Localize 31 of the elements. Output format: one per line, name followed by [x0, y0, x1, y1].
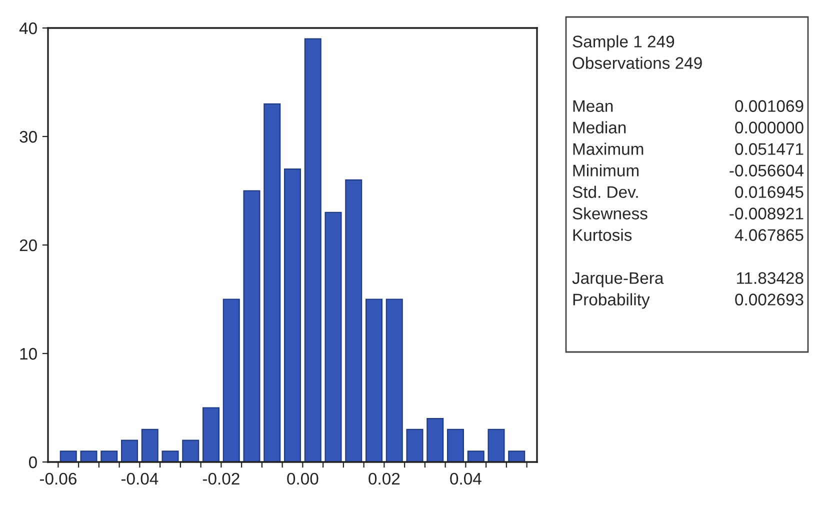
- text: Kurtosis: [573, 228, 632, 241]
- y-tick-label: 0: [28, 456, 37, 468]
- text: 0.001069: [735, 100, 804, 112]
- x-tick-label: -0.04: [121, 472, 158, 485]
- text: Std. Dev.: [572, 186, 638, 198]
- text: Sample 1 249: [572, 35, 674, 51]
- text: Maximum: [573, 142, 644, 155]
- text: -0.008921: [730, 208, 804, 220]
- x-tick-label: -0.02: [202, 472, 240, 485]
- text: Skewness: [572, 207, 648, 220]
- y-tick-label: 40: [19, 22, 37, 34]
- x-tick-label: 0.04: [450, 472, 482, 485]
- x-tick-label: 0.00: [287, 472, 318, 485]
- y-tick-label: 20: [20, 239, 37, 252]
- text: 11.83428: [736, 272, 804, 284]
- text: 0.000000: [735, 122, 804, 134]
- text: 4.067865: [734, 229, 804, 241]
- text: Probability: [573, 293, 650, 309]
- y-tick-label: 30: [20, 130, 37, 143]
- y-tick-label: 10: [20, 348, 37, 360]
- text: Jarque-Bera: [572, 272, 664, 288]
- text: 0.016945: [735, 186, 804, 198]
- x-tick-label: 0.02: [368, 472, 400, 485]
- text: Median: [573, 121, 626, 134]
- x-tick-label: -0.06: [40, 472, 76, 485]
- text: -0.056604: [730, 164, 804, 176]
- text: Minimum: [573, 164, 638, 176]
- text: Observations 249: [572, 56, 702, 69]
- text: 0.002693: [735, 294, 804, 306]
- text: Mean: [573, 100, 613, 112]
- text: 0.051471: [735, 143, 804, 155]
